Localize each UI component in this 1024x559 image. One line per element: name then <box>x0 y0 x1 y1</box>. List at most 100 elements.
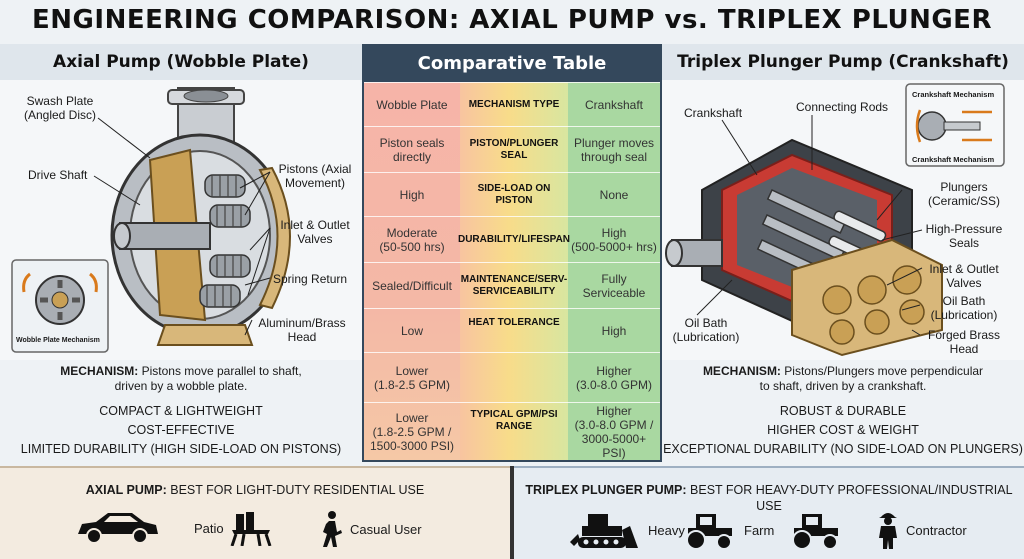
table-row: Sealed/Difficult MAINTENANCE/SERV- SERVI… <box>364 262 660 308</box>
wobble-inset-label: Wobble Plate Mechanism <box>16 337 100 344</box>
head-label: Aluminum/Brass Head <box>258 316 346 344</box>
walking-person-icon <box>323 511 342 547</box>
heavy-label: Heavy <box>648 522 685 538</box>
drive-shaft-label: Drive Shaft <box>28 168 88 182</box>
crankshaft-label: Crankshaft <box>684 106 743 120</box>
table-body: Wobble Plate MECHANISM TYPE Crankshaft P… <box>364 82 660 460</box>
contractor-label: Contractor <box>906 522 967 538</box>
axial-cell: High <box>399 187 425 202</box>
spring-return-label: Spring Return <box>273 272 348 286</box>
bottom-divider <box>510 466 514 559</box>
triplex-mechanism-text: Pistons/Plungers move perpendicular to s… <box>759 364 984 393</box>
farm-tractor-2 <box>786 510 844 550</box>
crankshaft-inset-label-top: Crankshaft Mechanism <box>912 90 995 99</box>
connecting-rods-label: Connecting Rods <box>796 100 889 114</box>
triplex-cell: None <box>599 187 629 202</box>
triplex-mechanism-section: MECHANISM: Pistons/Plungers move perpend… <box>662 360 1024 460</box>
triplex-panel-title: Triplex Plunger Pump (Crankshaft) <box>662 44 1024 80</box>
axial-best-use-label: AXIAL PUMP: <box>85 483 167 497</box>
triplex-cell: High <box>601 323 627 338</box>
axial-panel-title: Axial Pump (Wobble Plate) <box>0 44 362 80</box>
table-title: Comparative Table <box>364 46 660 82</box>
axial-feature: COMPACT & LIGHTWEIGHT <box>99 404 263 418</box>
farm-use: Farm <box>680 510 774 550</box>
axial-cell: Sealed/Difficult <box>372 278 452 293</box>
metric-cell: TYPICAL GPM/PSI RANGE <box>470 409 558 432</box>
table-row: Lower (1.8-2.5 GPM / 1500-3000 PSI) TYPI… <box>364 402 660 460</box>
axial-cell: Lower (1.8-2.5 GPM) <box>373 363 451 392</box>
table-row: Piston seals directly PISTON/PLUNGER SEA… <box>364 126 660 172</box>
triplex-valves-label: Inlet & Outlet Valves <box>929 262 999 290</box>
triplex-cell: Higher (3.0-8.0 GPM) <box>575 363 653 392</box>
heavy-use: Heavy <box>568 510 685 550</box>
axial-column-bg <box>364 82 460 460</box>
table-row: Lower (1.8-2.5 GPM) Higher (3.0-8.0 GPM) <box>364 352 660 402</box>
valves-label: Inlet & Outlet Valves <box>280 218 350 246</box>
metric-cell: MECHANISM TYPE <box>468 98 560 110</box>
bulldozer-icon <box>570 514 638 548</box>
triplex-pump-panel: Crankshaft Connecting Rods Crankshaft Me… <box>662 80 1024 360</box>
high-pressure-seals-label: High-Pressure Seals <box>925 222 1003 250</box>
triplex-feature: HIGHER COST & WEIGHT <box>767 423 919 437</box>
axial-pump-panel: Swash Plate (Angled Disc) Drive Shaft Pi… <box>0 80 362 360</box>
axial-mechanism-text: Pistons move parallel to shaft, driven b… <box>114 364 302 393</box>
axial-best-use-banner: AXIAL PUMP: BEST FOR LIGHT-DUTY RESIDENT… <box>0 466 510 559</box>
triplex-cell: High (500-5000+ hrs) <box>571 225 657 254</box>
metric-cell: DURABILITY/LIFESPAN <box>457 233 571 245</box>
axial-cell: Lower (1.8-2.5 GPM / 1500-3000 PSI) <box>369 410 455 453</box>
oil-bath-right-label: Oil Bath (Lubrication) <box>930 294 998 322</box>
axial-mechanism-label: MECHANISM: <box>60 364 139 378</box>
comparative-table: Comparative Table Wobble Plate MECHANISM… <box>362 44 662 462</box>
casual-user-label: Casual User <box>350 521 422 537</box>
table-row: Moderate (50-500 hrs) DURABILITY/LIFESPA… <box>364 216 660 262</box>
triplex-column-bg <box>568 82 660 460</box>
plungers-label: Plungers (Ceramic/SS) <box>927 180 1000 208</box>
axial-cell: Piston seals directly <box>379 135 445 164</box>
metric-cell: HEAT TOLERANCE <box>468 317 560 328</box>
oil-bath-left-label: Oil Bath (Lubrication) <box>672 316 740 344</box>
axial-mechanism-section: MECHANISM: Pistons move parallel to shaf… <box>0 360 362 460</box>
patio-label: Patio <box>194 520 224 536</box>
axial-feature: LIMITED DURABILITY (HIGH SIDE-LOAD ON PI… <box>20 442 342 456</box>
pistons-label: Pistons (Axial Movement) <box>278 162 352 190</box>
metric-cell: PISTON/PLUNGER SEAL <box>469 137 559 161</box>
patio-use: Patio <box>194 510 272 546</box>
axial-cell: Moderate (50-500 hrs) <box>379 225 445 254</box>
triplex-cell: Plunger moves through seal <box>573 135 655 164</box>
car-icon <box>78 513 158 544</box>
farm-label: Farm <box>744 522 775 538</box>
table-row: High SIDE-LOAD ON PISTON None <box>364 172 660 216</box>
axial-pump-illustration <box>11 87 291 353</box>
crankshaft-inset-label-bottom: Crankshaft Mechanism <box>912 155 995 164</box>
axial-cell: Wobble Plate <box>376 97 448 112</box>
triplex-feature: ROBUST & DURABLE <box>779 404 907 418</box>
axial-cell: Low <box>400 323 423 338</box>
swash-plate-label: Swash Plate (Angled Disc) <box>23 94 97 122</box>
car-use <box>74 510 160 544</box>
triplex-best-use-text: BEST FOR HEAVY-DUTY PROFESSIONAL/INDUSTR… <box>690 483 1013 513</box>
triplex-cell: Higher (3.0-8.0 GPM / 3000-5000+ PSI) <box>574 403 654 460</box>
tractor-icon <box>792 514 838 550</box>
table-row: Wobble Plate MECHANISM TYPE Crankshaft <box>364 82 660 126</box>
axial-best-use-text: BEST FOR LIGHT-DUTY RESIDENTIAL USE <box>170 483 425 497</box>
table-row: Low HEAT TOLERANCE High <box>364 308 660 352</box>
casual-user-use: Casual User <box>318 510 422 548</box>
tractor-icon <box>686 514 732 550</box>
construction-worker-icon <box>879 513 897 549</box>
metric-cell: SIDE-LOAD ON PISTON <box>477 182 551 206</box>
triplex-feature: EXCEPTIONAL DURABILITY (NO SIDE-LOAD ON … <box>663 442 1023 456</box>
triplex-cell: Crankshaft <box>584 97 644 112</box>
triplex-pump-illustration <box>665 83 1005 357</box>
axial-feature: COST-EFFECTIVE <box>127 423 235 437</box>
adirondack-chair-icon <box>230 512 272 546</box>
metric-cell <box>460 353 568 402</box>
page-title: ENGINEERING COMPARISON: AXIAL PUMP vs. T… <box>32 5 992 75</box>
contractor-use: Contractor <box>876 510 967 550</box>
forged-brass-head-label: Forged Brass Head <box>927 328 1001 356</box>
triplex-mechanism-label: MECHANISM: <box>702 364 781 378</box>
triplex-cell: Fully Serviceable <box>582 271 646 300</box>
triplex-best-use-banner: TRIPLEX PLUNGER PUMP: BEST FOR HEAVY-DUT… <box>514 466 1024 559</box>
metric-cell: MAINTENANCE/SERV- SERVICEABILITY <box>460 273 568 297</box>
triplex-best-use-label: TRIPLEX PLUNGER PUMP: <box>525 483 687 497</box>
metric-column-bg <box>460 82 568 460</box>
